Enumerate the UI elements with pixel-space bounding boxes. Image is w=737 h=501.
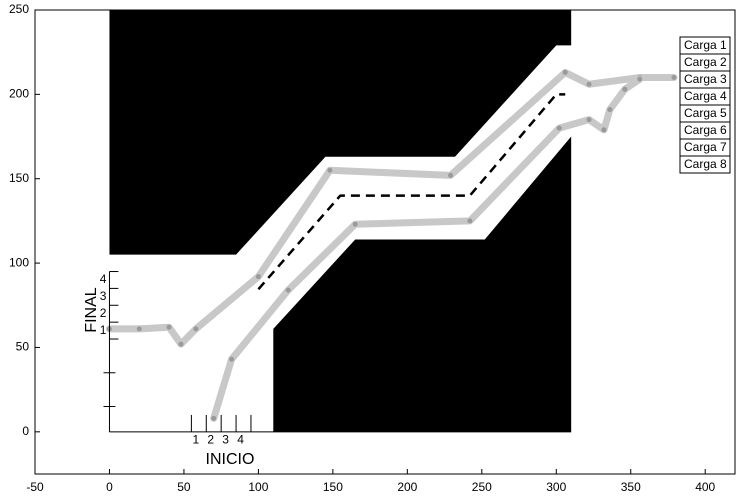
obstacle xyxy=(109,10,572,255)
trajectory-point xyxy=(607,107,613,113)
trajectory-point xyxy=(622,86,628,92)
trajectory-point xyxy=(601,127,607,133)
trajectory-point xyxy=(467,218,473,224)
x-tick-label: 0 xyxy=(106,480,113,494)
trajectory-point xyxy=(556,125,562,131)
final-tick-label: 2 xyxy=(100,306,107,320)
trajectory-point xyxy=(178,341,184,347)
x-tick-label: 300 xyxy=(546,480,566,494)
trajectory-point xyxy=(586,81,592,87)
trajectory-point xyxy=(166,324,172,330)
final-tick-label: 3 xyxy=(100,289,107,303)
legend-box xyxy=(679,155,731,174)
legend-label: Carga 7 xyxy=(684,140,727,154)
y-tick-label: 0 xyxy=(22,424,29,438)
trajectory-point xyxy=(193,326,199,332)
x-tick-label: 250 xyxy=(472,480,492,494)
series xyxy=(105,68,678,422)
obstacle xyxy=(273,136,572,432)
x-tick-label: 350 xyxy=(621,480,641,494)
axes-box xyxy=(34,9,736,475)
trajectory-point xyxy=(448,172,454,178)
legend-label: Carga 5 xyxy=(684,106,727,120)
legend-label: Carga 3 xyxy=(684,72,727,86)
x-tick-label: 150 xyxy=(323,480,343,494)
x-tick-label: 200 xyxy=(397,480,417,494)
inicio-tick-label: 2 xyxy=(207,432,214,446)
inicio-tick-label: 4 xyxy=(237,432,244,446)
final-tick-label: 1 xyxy=(100,323,107,337)
trajectory-point xyxy=(586,117,592,123)
trajectory-point xyxy=(671,74,677,80)
final-label: FINAL xyxy=(83,287,100,332)
legend-label: Carga 2 xyxy=(684,55,727,69)
legend-label: Carga 4 xyxy=(684,89,727,103)
trajectory-point xyxy=(562,69,568,75)
x-tick-label: 400 xyxy=(695,480,715,494)
y-tick-label: 150 xyxy=(9,171,29,185)
legend-label: Carga 1 xyxy=(684,38,727,52)
inicio-tick-label: 3 xyxy=(222,432,229,446)
trajectory-point xyxy=(352,221,358,227)
trajectory-point xyxy=(285,287,291,293)
regions xyxy=(109,10,572,432)
trajectory-point xyxy=(136,326,142,332)
inicio-label: INICIO xyxy=(206,451,255,468)
legend-label: Carga 6 xyxy=(684,123,727,137)
trajectory-point xyxy=(211,415,217,421)
y-tick-label: 100 xyxy=(9,255,29,269)
y-tick-label: 200 xyxy=(9,87,29,101)
center-line xyxy=(257,93,566,291)
x-tick-label: -50 xyxy=(26,480,44,494)
trajectory-point xyxy=(229,356,235,362)
trajectory-point xyxy=(637,76,643,82)
y-tick-label: 250 xyxy=(9,2,29,16)
trajectory-point xyxy=(327,167,333,173)
trajectory-point xyxy=(255,274,261,280)
legend-label: Carga 8 xyxy=(684,157,727,171)
x-tick-label: 100 xyxy=(248,480,268,494)
x-tick-label: 50 xyxy=(177,480,191,494)
trajectory xyxy=(105,68,678,348)
inicio-tick-label: 1 xyxy=(193,432,200,446)
final-tick-label: 4 xyxy=(100,272,107,286)
y-tick-label: 50 xyxy=(16,340,30,354)
